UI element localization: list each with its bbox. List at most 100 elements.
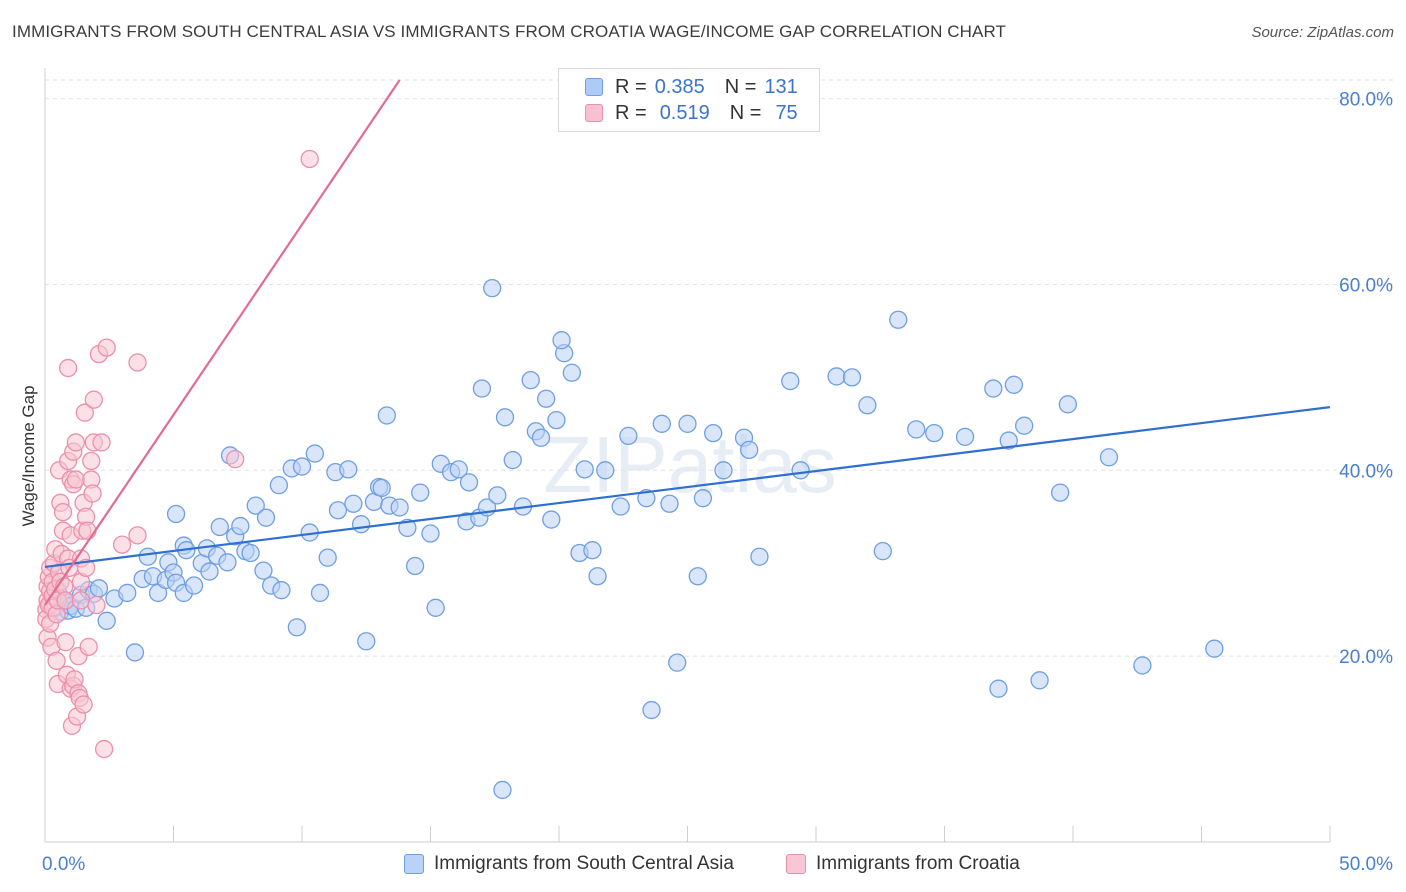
data-point xyxy=(989,679,1008,698)
data-point xyxy=(84,390,103,409)
data-point xyxy=(483,279,502,298)
data-point xyxy=(74,695,93,714)
data-point xyxy=(56,633,75,652)
data-point xyxy=(138,547,157,566)
bottom-legend-label: Immigrants from Croatia xyxy=(816,853,1020,874)
data-point xyxy=(256,508,276,527)
data-point xyxy=(339,460,358,479)
bottom-legend-swatch-pink xyxy=(786,854,806,874)
data-point xyxy=(488,486,507,505)
data-point xyxy=(305,444,325,463)
data-point xyxy=(218,553,237,572)
data-point xyxy=(254,561,273,580)
legend-row-south-central-asia: R = 0.385 N = 131 xyxy=(585,75,798,99)
data-point xyxy=(552,331,571,350)
chart-title: IMMIGRANTS FROM SOUTH CENTRAL ASIA VS IM… xyxy=(12,22,1007,41)
data-point xyxy=(53,502,73,522)
x-tick-label: 0.0% xyxy=(42,854,85,875)
data-point xyxy=(246,496,265,515)
data-point xyxy=(75,403,94,422)
data-point xyxy=(292,457,312,476)
data-point xyxy=(87,595,106,615)
data-point xyxy=(94,739,114,759)
data-point xyxy=(1030,671,1049,690)
data-point xyxy=(118,583,137,603)
data-point xyxy=(128,526,147,545)
data-point xyxy=(97,611,116,630)
data-point xyxy=(426,598,445,617)
data-point xyxy=(300,149,319,169)
data-point xyxy=(200,562,219,581)
data-point xyxy=(652,414,671,433)
data-point xyxy=(83,484,102,503)
data-point xyxy=(377,406,396,425)
data-point xyxy=(1015,416,1034,435)
data-point xyxy=(781,371,800,391)
grid-lines xyxy=(45,79,1394,657)
data-point xyxy=(58,358,78,378)
data-point xyxy=(984,379,1003,398)
data-point xyxy=(56,591,75,610)
data-point xyxy=(405,556,425,576)
data-point xyxy=(184,576,204,595)
y-tick-label: 80.0% xyxy=(1339,90,1393,111)
legend-n-label: N = xyxy=(724,75,757,98)
data-point xyxy=(588,567,607,586)
data-point xyxy=(166,504,186,524)
data-point xyxy=(791,461,810,480)
data-point xyxy=(421,524,440,543)
trend-lines xyxy=(44,79,1331,606)
data-point xyxy=(449,460,468,479)
data-point xyxy=(493,780,512,800)
legend-swatch-pink xyxy=(585,104,603,122)
x-tick-label: 50.0% xyxy=(1339,854,1393,875)
data-point xyxy=(907,420,926,439)
data-point xyxy=(704,423,723,443)
data-point xyxy=(873,541,892,561)
y-tick-labels: 20.0% 40.0% 60.0% 80.0% xyxy=(1339,90,1393,669)
data-point xyxy=(531,428,551,447)
data-point xyxy=(66,470,85,489)
bottom-legend-label: Immigrants from South Central Asia xyxy=(434,853,734,874)
data-point xyxy=(287,618,307,637)
legend-r-value: 0.385 xyxy=(654,75,705,98)
source-credit: Source: ZipAtlas.com xyxy=(1251,24,1394,41)
data-point xyxy=(542,510,561,529)
data-point xyxy=(241,543,260,563)
data-point xyxy=(547,410,566,430)
data-point xyxy=(688,567,707,586)
y-tick-label: 40.0% xyxy=(1339,461,1393,482)
data-point xyxy=(97,338,116,357)
data-point xyxy=(1004,375,1024,394)
data-point xyxy=(537,389,556,408)
data-point xyxy=(678,414,697,433)
data-point xyxy=(125,643,145,662)
data-point xyxy=(398,518,417,538)
data-point xyxy=(372,478,391,498)
data-point xyxy=(459,473,479,492)
data-point xyxy=(1051,483,1070,502)
data-point xyxy=(89,579,109,598)
series-croatia xyxy=(37,149,319,759)
data-point xyxy=(210,517,229,537)
data-point xyxy=(668,653,687,672)
data-point xyxy=(79,637,98,657)
data-point xyxy=(596,461,615,480)
legend-swatch-blue xyxy=(585,78,603,96)
data-point xyxy=(328,501,348,520)
data-point xyxy=(472,379,492,398)
y-axis-title: Wage/Income Gap xyxy=(19,385,38,526)
x-tick-labels: 0.0% 50.0% xyxy=(42,854,1393,875)
data-points xyxy=(37,149,1224,800)
data-point xyxy=(344,494,363,513)
bottom-legend-croatia: Immigrants from Croatia xyxy=(786,851,1020,877)
trend-line-croatia xyxy=(44,79,401,606)
data-point xyxy=(619,426,638,446)
data-point xyxy=(521,371,540,390)
data-point xyxy=(562,363,581,382)
data-point xyxy=(318,548,337,567)
data-point xyxy=(1099,448,1119,467)
data-point xyxy=(999,431,1018,450)
data-point xyxy=(128,353,147,372)
data-point xyxy=(642,700,661,720)
